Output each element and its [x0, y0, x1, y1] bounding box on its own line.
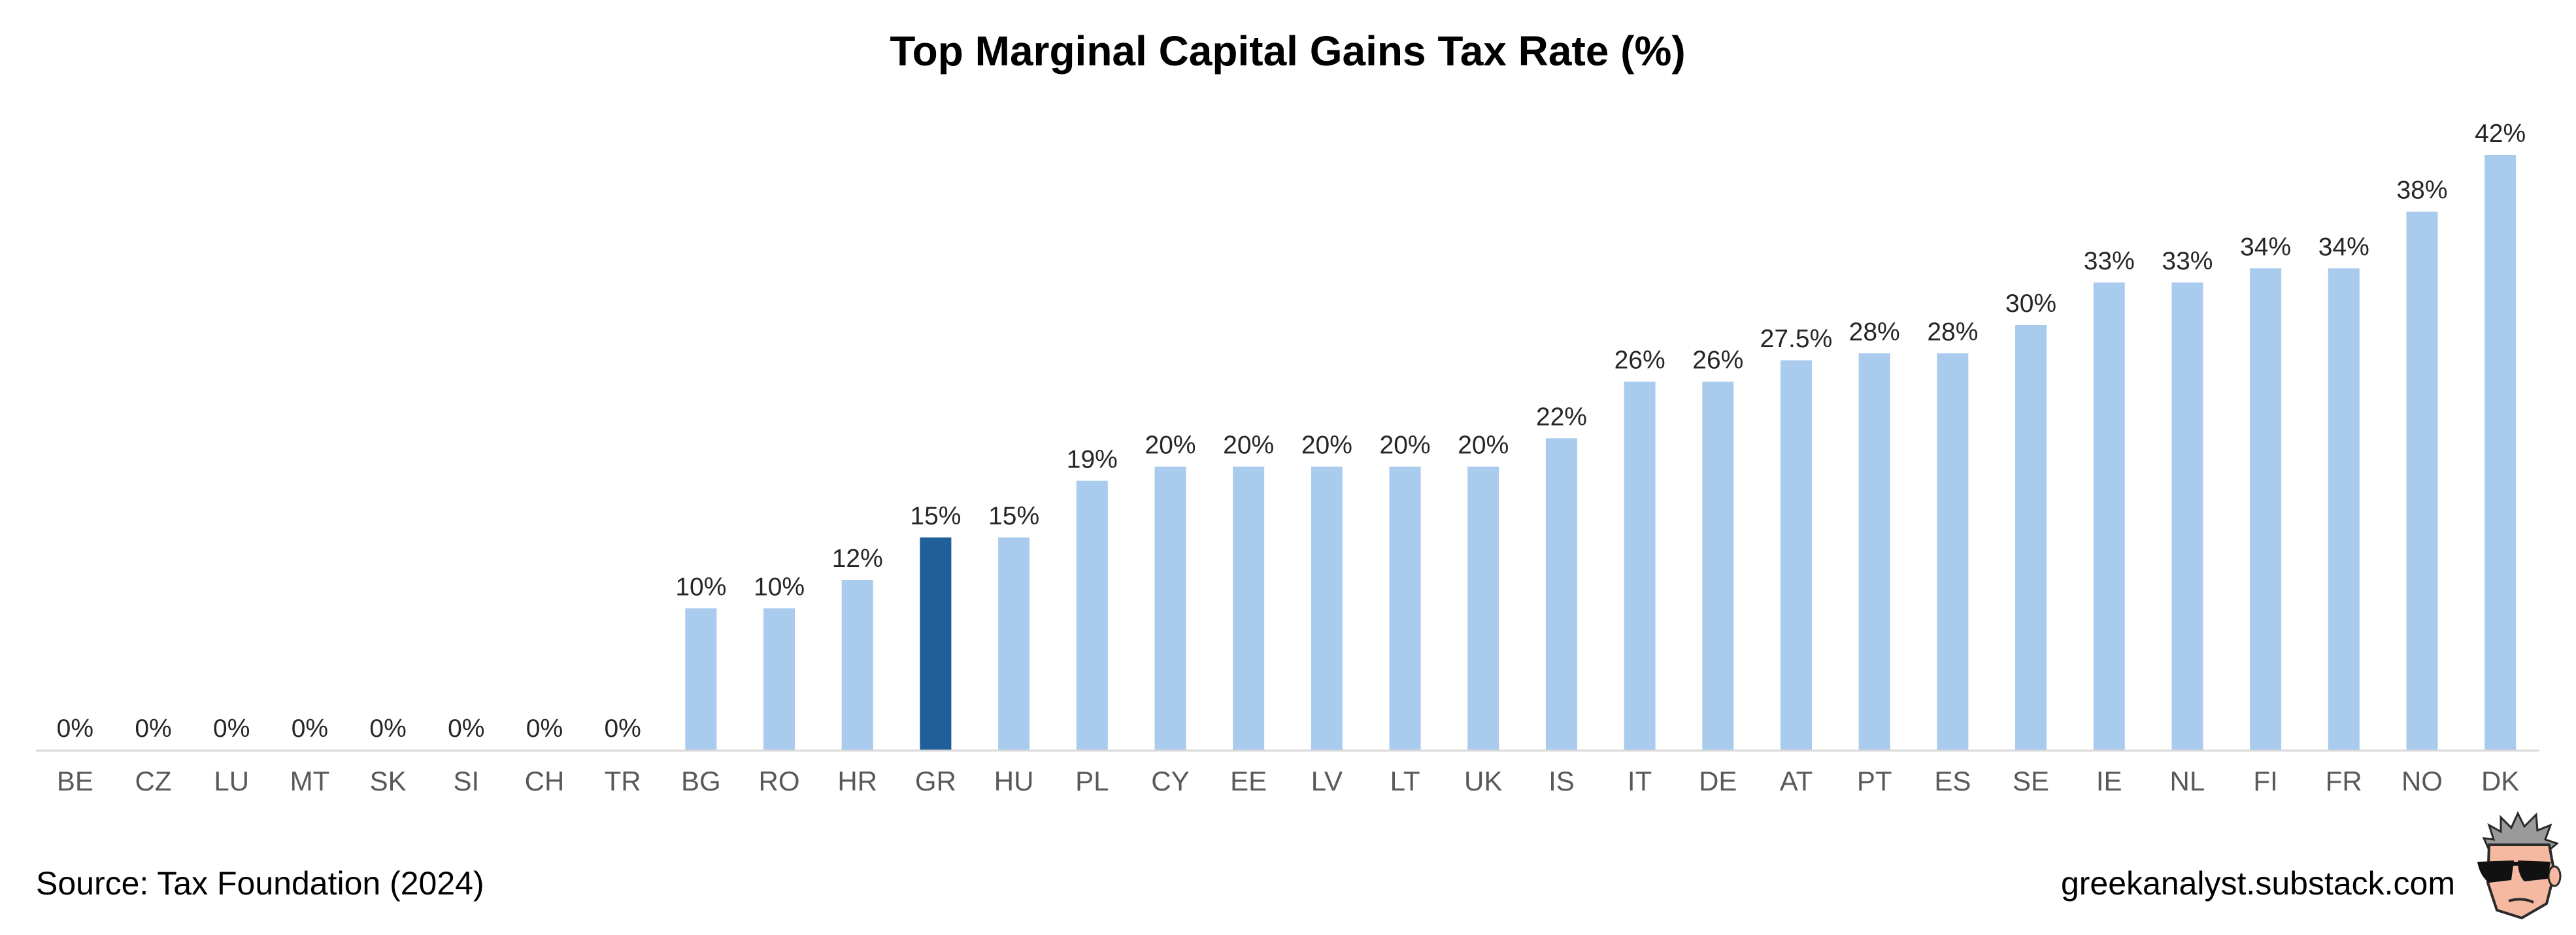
value-label-fi: 34%	[2240, 233, 2291, 261]
value-label-lt: 20%	[1380, 432, 1431, 460]
value-label-fr: 34%	[2318, 233, 2369, 261]
bar-uk	[1467, 466, 1499, 750]
value-label-de: 26%	[1692, 347, 1743, 375]
value-label-cy: 20%	[1145, 432, 1196, 460]
value-label-lv: 20%	[1301, 432, 1352, 460]
value-label-lu: 0%	[213, 715, 250, 743]
bar-de	[1702, 381, 1734, 750]
bar-lv	[1311, 466, 1343, 750]
value-label-no: 38%	[2396, 177, 2447, 205]
tick-label-gr: GR	[915, 766, 956, 796]
tick-label-no: NO	[2401, 766, 2443, 796]
tick-label-tr: TR	[605, 766, 641, 796]
bar-pt	[1858, 353, 1890, 750]
value-label-at: 27.5%	[1760, 325, 1833, 353]
bars-group	[685, 155, 2517, 751]
tick-label-lv: LV	[1311, 766, 1343, 796]
value-labels-group: 0% 0% 0% 0% 0% 0% 0% 0% 10% 10% 12% 15% 15% 19% 20% 20%…	[57, 120, 2526, 743]
bar-lt	[1389, 466, 1421, 750]
bar-cy	[1154, 466, 1186, 750]
tick-label-mt: MT	[290, 766, 330, 796]
value-label-nl: 33%	[2162, 247, 2213, 275]
tick-label-hu: HU	[994, 766, 1034, 796]
tick-label-bg: BG	[681, 766, 721, 796]
tick-label-uk: UK	[1464, 766, 1502, 796]
bar-se	[2015, 325, 2047, 750]
value-label-ro: 10%	[754, 573, 805, 601]
bar-hu	[998, 537, 1030, 750]
value-label-ie: 33%	[2084, 247, 2135, 275]
tick-label-be: BE	[57, 766, 93, 796]
tick-label-de: DE	[1699, 766, 1737, 796]
value-label-dk: 42%	[2475, 120, 2526, 148]
bar-at	[1780, 360, 1812, 750]
site-url[interactable]: greekanalyst.substack.com	[2061, 865, 2455, 902]
value-label-es: 28%	[1927, 318, 1978, 346]
tick-label-es: ES	[1934, 766, 1971, 796]
bar-no	[2406, 211, 2438, 751]
value-label-be: 0%	[57, 715, 93, 743]
value-label-ch: 0%	[526, 715, 563, 743]
tick-label-cz: CZ	[135, 766, 172, 796]
bar-fi	[2250, 268, 2282, 750]
value-label-bg: 10%	[675, 573, 726, 601]
tick-label-ie: IE	[2096, 766, 2122, 796]
value-label-hr: 12%	[832, 545, 883, 573]
tick-label-si: SI	[453, 766, 479, 796]
tick-label-ro: RO	[759, 766, 800, 796]
bar-es	[1937, 353, 1969, 750]
bar-pl	[1076, 481, 1108, 750]
value-label-it: 26%	[1614, 347, 1665, 375]
value-label-ee: 20%	[1223, 432, 1274, 460]
tick-label-it: IT	[1628, 766, 1652, 796]
bar-gr	[920, 537, 952, 750]
bar-ee	[1233, 466, 1265, 750]
value-label-pt: 28%	[1849, 318, 1900, 346]
value-label-hu: 15%	[988, 502, 1039, 530]
tick-label-ee: EE	[1230, 766, 1267, 796]
value-label-mt: 0%	[292, 715, 328, 743]
value-label-is: 22%	[1536, 403, 1587, 431]
value-label-sk: 0%	[369, 715, 406, 743]
bar-hr	[841, 580, 873, 750]
value-label-si: 0%	[448, 715, 484, 743]
tick-label-cy: CY	[1151, 766, 1189, 796]
cartoon-face-sunglasses-icon	[2477, 811, 2562, 920]
tick-label-is: IS	[1548, 766, 1575, 796]
tick-label-fr: FR	[2326, 766, 2362, 796]
value-label-pl: 19%	[1067, 445, 1118, 473]
value-label-cz: 0%	[135, 715, 171, 743]
value-label-tr: 0%	[604, 715, 641, 743]
value-label-se: 30%	[2005, 290, 2056, 318]
value-label-uk: 20%	[1458, 432, 1509, 460]
tick-label-sk: SK	[370, 766, 407, 796]
bar-bg	[685, 608, 717, 750]
bar-fr	[2328, 268, 2360, 750]
bar-it	[1624, 381, 1656, 750]
tick-label-at: AT	[1780, 766, 1813, 796]
tick-label-lu: LU	[214, 766, 249, 796]
tick-label-pt: PT	[1857, 766, 1892, 796]
bar-dk	[2484, 155, 2517, 750]
tick-label-hr: HR	[837, 766, 877, 796]
tick-label-se: SE	[2013, 766, 2049, 796]
value-label-gr: 15%	[910, 502, 961, 530]
bar-ro	[763, 608, 795, 750]
tick-label-fi: FI	[2253, 766, 2277, 796]
bar-nl	[2171, 282, 2203, 750]
tick-label-nl: NL	[2170, 766, 2205, 796]
chart-title: Top Marginal Capital Gains Tax Rate (%)	[890, 27, 1685, 75]
tick-label-dk: DK	[2481, 766, 2519, 796]
source-note: Source: Tax Foundation (2024)	[36, 865, 484, 902]
x-tick-labels-group: BE CZ LU MT SK SI CH TR BG RO HR GR HU PL CY EE LV LT UK IS…	[57, 766, 2520, 796]
tick-label-lt: LT	[1390, 766, 1420, 796]
tick-label-ch: CH	[525, 766, 565, 796]
bar-ie	[2093, 282, 2125, 750]
tick-label-pl: PL	[1075, 766, 1109, 796]
bar-is	[1545, 438, 1577, 750]
